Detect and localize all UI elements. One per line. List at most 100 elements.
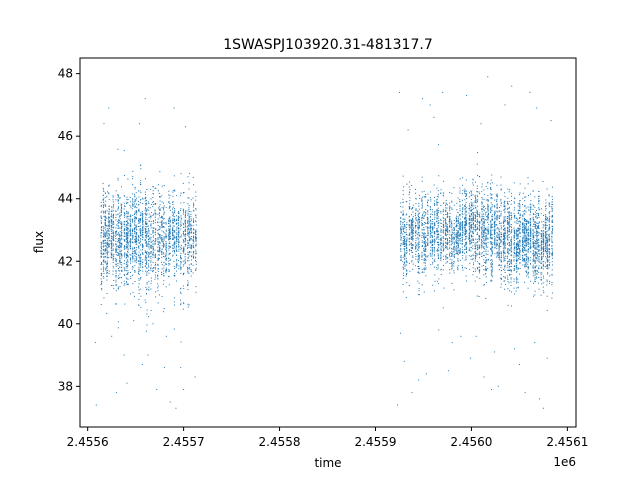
data-point <box>174 231 176 233</box>
data-point <box>139 253 141 255</box>
data-point <box>425 249 427 251</box>
data-point <box>453 260 455 262</box>
data-point <box>400 256 402 258</box>
data-point <box>182 260 184 262</box>
data-point <box>187 242 189 244</box>
data-point <box>487 221 489 223</box>
data-point <box>423 217 425 219</box>
data-point <box>165 269 167 271</box>
data-point <box>152 256 154 258</box>
data-point <box>115 251 117 253</box>
data-point <box>134 196 136 198</box>
data-point <box>451 261 453 263</box>
data-point <box>184 262 186 264</box>
data-point <box>100 249 102 251</box>
data-point <box>106 292 108 294</box>
data-point <box>154 256 156 258</box>
data-point <box>485 243 487 245</box>
data-point <box>417 227 419 229</box>
data-point <box>455 221 457 223</box>
data-point <box>148 237 150 239</box>
data-point <box>148 216 150 218</box>
data-point <box>415 250 417 252</box>
data-point <box>434 216 436 218</box>
data-point <box>474 201 476 203</box>
data-point <box>133 233 135 235</box>
data-point <box>436 212 438 214</box>
data-point <box>146 231 148 233</box>
data-point <box>125 270 127 272</box>
data-point <box>161 216 163 218</box>
data-point <box>429 207 431 209</box>
data-point <box>478 240 480 242</box>
data-point <box>172 237 174 239</box>
data-point <box>100 212 102 214</box>
data-point <box>427 226 429 228</box>
data-point <box>417 224 419 226</box>
data-point <box>163 253 165 255</box>
data-point <box>135 216 137 218</box>
data-point <box>437 243 439 245</box>
data-point <box>474 198 476 200</box>
data-point <box>138 279 140 281</box>
data-point <box>121 270 123 272</box>
data-point <box>481 201 483 203</box>
data-point <box>472 222 474 224</box>
data-point <box>459 228 461 230</box>
data-point <box>459 229 461 231</box>
data-point <box>487 228 489 230</box>
data-point <box>457 260 459 262</box>
data-point <box>178 230 180 232</box>
data-point <box>436 242 438 244</box>
data-point <box>427 243 429 245</box>
data-point <box>115 214 117 216</box>
data-point <box>127 228 129 230</box>
data-point <box>476 211 478 213</box>
data-point <box>102 253 104 255</box>
data-point <box>120 203 122 205</box>
data-point <box>144 203 146 205</box>
data-point <box>469 214 471 216</box>
data-point <box>464 191 466 193</box>
data-point <box>138 209 140 211</box>
data-point <box>190 229 192 231</box>
data-point <box>485 214 487 216</box>
data-point <box>166 258 168 260</box>
data-point <box>112 232 114 234</box>
data-point <box>124 267 126 269</box>
data-point <box>131 253 133 255</box>
data-point <box>483 234 485 236</box>
data-point <box>113 287 115 289</box>
data-point <box>148 289 150 291</box>
data-point <box>150 223 152 225</box>
data-point <box>190 251 192 253</box>
data-point <box>187 280 189 282</box>
data-point <box>412 234 414 236</box>
data-point <box>487 204 489 206</box>
data-point <box>140 278 142 280</box>
data-point <box>444 218 446 220</box>
data-point <box>115 235 117 237</box>
data-point <box>154 253 156 255</box>
data-point <box>499 222 500 224</box>
data-point <box>499 252 501 254</box>
data-point <box>440 256 442 258</box>
data-point <box>425 256 427 258</box>
data-point <box>111 243 113 245</box>
data-point <box>146 208 148 210</box>
data-point <box>402 267 404 269</box>
data-point <box>146 210 148 212</box>
data-point <box>182 274 184 276</box>
data-point <box>188 236 190 238</box>
data-point <box>105 249 107 251</box>
data-point <box>461 243 463 245</box>
data-point <box>163 245 165 247</box>
data-point <box>190 259 192 261</box>
data-point <box>163 244 165 246</box>
data-point <box>120 212 122 214</box>
data-point <box>498 256 500 258</box>
data-point <box>465 211 467 213</box>
data-point <box>163 280 165 282</box>
data-point <box>163 184 165 186</box>
data-point <box>145 220 147 222</box>
